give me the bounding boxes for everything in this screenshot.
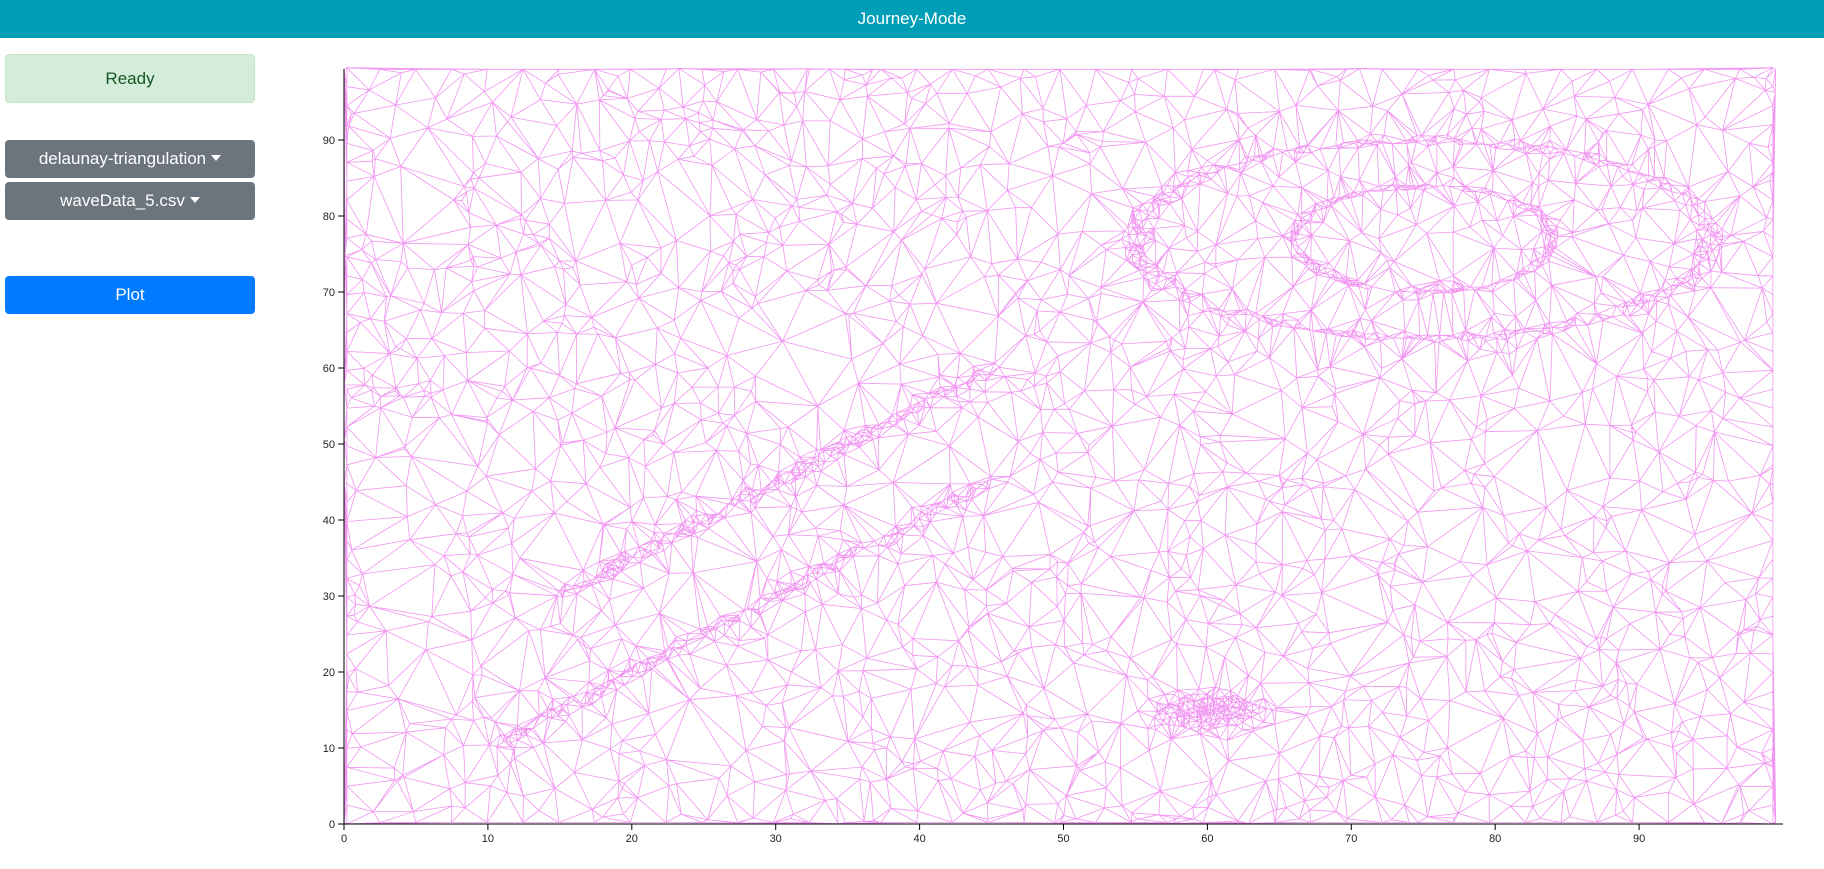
y-tick-label: 70 xyxy=(323,287,335,299)
y-tick-label: 0 xyxy=(329,819,335,831)
app-header: Journey-Mode xyxy=(0,0,1824,38)
algorithm-dropdown[interactable]: delaunay-triangulation xyxy=(5,140,255,178)
y-tick-label: 40 xyxy=(323,515,335,527)
caret-down-icon xyxy=(211,155,222,161)
x-tick-label: 30 xyxy=(770,833,782,845)
y-tick-label: 90 xyxy=(323,135,335,147)
y-tick-label: 10 xyxy=(323,743,335,755)
plot-button-label: Plot xyxy=(115,285,145,304)
x-tick-label: 40 xyxy=(913,833,925,845)
status-text: Ready xyxy=(105,68,155,88)
triangulation-chart: 0 10 20 30 40 50 60 70 80 90 0 10 20 30 40 50 60 70 80 90 xyxy=(323,67,1783,845)
x-tick-label: 50 xyxy=(1057,833,1069,845)
triangulation-mesh xyxy=(343,67,1777,825)
y-tick-label: 30 xyxy=(323,591,335,603)
dataset-dropdown-label: waveData_5.csv xyxy=(60,191,185,210)
x-tick-label: 0 xyxy=(341,833,347,845)
x-tick-label: 10 xyxy=(482,833,494,845)
caret-down-icon xyxy=(189,197,200,203)
plot-button[interactable]: Plot xyxy=(5,276,255,314)
x-tick-label: 60 xyxy=(1201,833,1213,845)
status-alert: Ready xyxy=(5,54,255,103)
x-tick-label: 20 xyxy=(626,833,638,845)
x-tick-label: 90 xyxy=(1633,833,1645,845)
app-title: Journey-Mode xyxy=(857,9,967,28)
y-tick-label: 60 xyxy=(323,363,335,375)
x-tick-label: 80 xyxy=(1489,833,1501,845)
chart-axes: 0 10 20 30 40 50 60 70 80 90 0 10 20 30 40 50 60 70 80 90 xyxy=(323,69,1783,845)
algorithm-dropdown-label: delaunay-triangulation xyxy=(38,149,207,168)
y-tick-label: 50 xyxy=(323,439,335,451)
x-tick-label: 70 xyxy=(1345,833,1357,845)
y-tick-label: 80 xyxy=(323,211,335,223)
y-tick-label: 20 xyxy=(323,667,335,679)
dataset-dropdown[interactable]: waveData_5.csv xyxy=(5,182,255,220)
mesh-edges xyxy=(343,67,1777,825)
